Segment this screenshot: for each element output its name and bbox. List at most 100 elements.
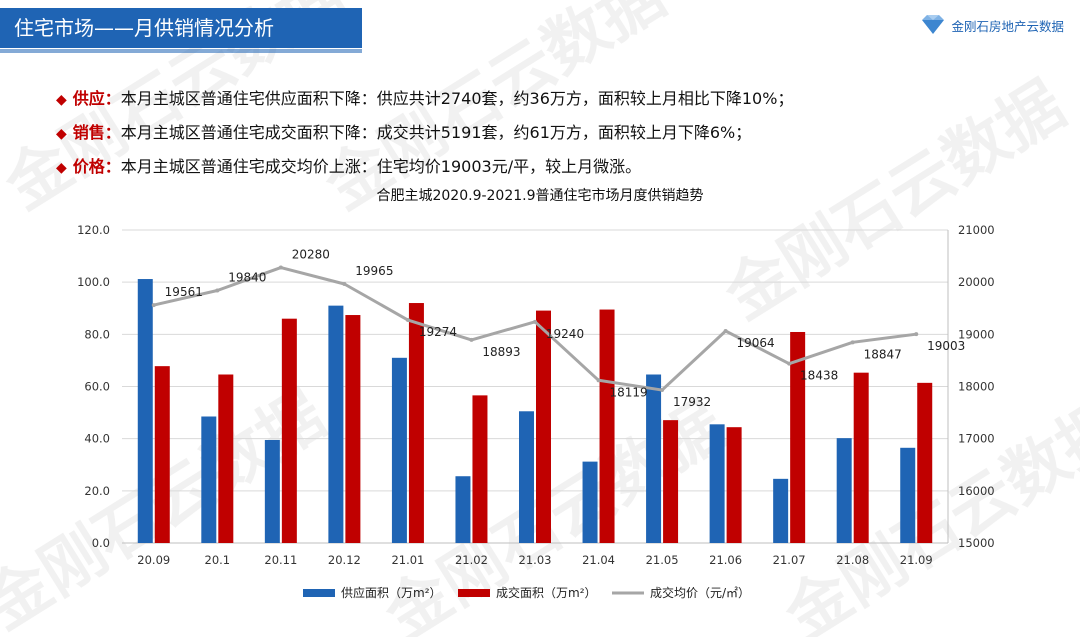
price-point <box>596 378 601 383</box>
diamond-logo-icon <box>922 15 945 34</box>
x-tick-label: 21.05 <box>646 553 679 567</box>
y-left-tick-label: 0.0 <box>92 536 110 550</box>
y-left-tick-label: 40.0 <box>84 432 110 446</box>
x-tick-label: 20.1 <box>205 553 231 567</box>
sales-bar <box>663 420 679 543</box>
price-point <box>850 340 855 345</box>
price-data-label: 19064 <box>737 336 775 350</box>
sales-bar <box>408 303 424 543</box>
bullet-tag: 销售： <box>72 123 121 142</box>
legend-swatch-supply <box>303 589 335 597</box>
y-left-tick-label: 80.0 <box>84 327 110 341</box>
legend-swatch-sales <box>458 589 490 597</box>
legend-label-supply: 供应面积（万m²） <box>341 585 442 600</box>
price-data-label: 19003 <box>927 339 965 353</box>
summary-bullets: ◆ 供应：本月主城区普通住宅供应面积下降：供应共计2740套，约36万方，面积较上… <box>56 82 793 184</box>
price-point <box>660 388 665 393</box>
supply-bar <box>900 447 916 543</box>
diamond-bullet-icon: ◆ <box>56 160 67 176</box>
supply-bar <box>646 374 662 543</box>
y-right-tick-label: 19000 <box>958 327 995 341</box>
bullet-tag: 供应： <box>72 89 121 108</box>
supply-bar <box>264 439 280 543</box>
page-title: 住宅市场——月供销情况分析 <box>0 8 362 48</box>
x-tick-label: 21.02 <box>455 553 488 567</box>
brand-name: 金刚石房地产云数据 <box>951 18 1064 34</box>
y-right-tick-label: 20000 <box>958 275 995 289</box>
chart-title: 合肥主城2020.9-2021.9普通住宅市场月度供销趋势 <box>376 188 704 204</box>
supply-bar <box>836 438 852 543</box>
sales-bar <box>790 331 806 543</box>
bullet-text: 本月主城区普通住宅供应面积下降：供应共计2740套，约36万方，面积较上月相比下… <box>120 89 794 108</box>
y-left-tick-label: 20.0 <box>84 484 110 498</box>
sales-bar <box>218 374 234 543</box>
supply-bar <box>709 424 725 543</box>
y-right-tick-label: 15000 <box>958 536 995 550</box>
bullet-text: 本月主城区普通住宅成交均价上涨：住宅均价19003元/平，较上月微涨。 <box>120 157 642 176</box>
y-right-tick-label: 16000 <box>958 484 995 498</box>
bullet-supply: ◆ 供应：本月主城区普通住宅供应面积下降：供应共计2740套，约36万方，面积较上… <box>56 82 793 116</box>
y-left-tick-label: 100.0 <box>77 275 110 289</box>
sales-bar <box>281 318 297 543</box>
supply-bar <box>391 357 407 543</box>
title-underline <box>0 49 362 53</box>
brand-logo: 金刚石房地产云数据 <box>919 14 1064 36</box>
x-tick-label: 21.04 <box>582 553 615 567</box>
bullet-tag: 价格： <box>72 157 121 176</box>
sales-bar <box>154 366 170 543</box>
price-data-label: 18893 <box>482 345 520 359</box>
supply-bar <box>201 416 217 543</box>
supply-bar <box>773 478 789 543</box>
legend-label-sales: 成交面积（万m²） <box>496 585 597 600</box>
price-point <box>723 328 728 333</box>
x-tick-label: 20.12 <box>328 553 361 567</box>
x-tick-label: 21.03 <box>519 553 552 567</box>
price-point <box>278 265 283 270</box>
price-point <box>215 288 220 293</box>
x-tick-label: 20.09 <box>137 553 170 567</box>
supply-bar <box>582 461 598 543</box>
diamond-bullet-icon: ◆ <box>56 92 67 108</box>
price-data-label: 19274 <box>419 325 457 339</box>
price-data-label: 18119 <box>609 385 647 399</box>
sales-bar <box>472 395 488 543</box>
x-tick-label: 20.11 <box>264 553 297 567</box>
bullet-sales: ◆ 销售：本月主城区普通住宅成交面积下降：成交共计5191套，约61万方，面积较上… <box>56 116 793 150</box>
sales-bar <box>917 382 933 543</box>
price-point <box>151 303 156 308</box>
y-left-tick-label: 60.0 <box>84 380 110 394</box>
diamond-bullet-icon: ◆ <box>56 126 67 142</box>
x-tick-label: 21.09 <box>900 553 933 567</box>
price-data-label: 18438 <box>800 369 838 383</box>
supply-bar <box>328 305 344 543</box>
sales-bar <box>599 309 615 543</box>
x-tick-label: 21.01 <box>391 553 424 567</box>
bullet-text: 本月主城区普通住宅成交面积下降：成交共计5191套，约61万方，面积较上月下降6… <box>120 123 752 142</box>
price-point <box>405 318 410 323</box>
price-data-label: 17932 <box>673 395 711 409</box>
price-data-label: 19840 <box>228 271 266 285</box>
legend-label-price: 成交均价（元/㎡） <box>650 585 750 600</box>
x-tick-label: 21.06 <box>709 553 742 567</box>
sales-bar <box>536 310 551 543</box>
y-right-tick-label: 18000 <box>958 380 995 394</box>
sales-bar <box>726 427 742 543</box>
sales-bar <box>853 372 869 543</box>
sales-bar <box>345 315 361 543</box>
y-right-tick-label: 17000 <box>958 432 995 446</box>
supply-bar <box>455 476 471 543</box>
price-data-label: 20280 <box>292 248 330 262</box>
price-data-label: 19240 <box>546 327 584 341</box>
price-point <box>787 361 792 366</box>
y-left-tick-label: 120.0 <box>77 223 110 237</box>
price-data-label: 19561 <box>165 285 203 299</box>
supply-bar <box>137 279 153 543</box>
price-data-label: 19965 <box>355 264 393 278</box>
x-tick-label: 21.07 <box>773 553 806 567</box>
price-point <box>533 319 537 324</box>
price-data-label: 18847 <box>864 347 902 361</box>
supply-bar <box>519 411 534 543</box>
y-right-tick-label: 21000 <box>958 223 995 237</box>
price-point <box>914 332 919 337</box>
price-point <box>469 337 474 342</box>
